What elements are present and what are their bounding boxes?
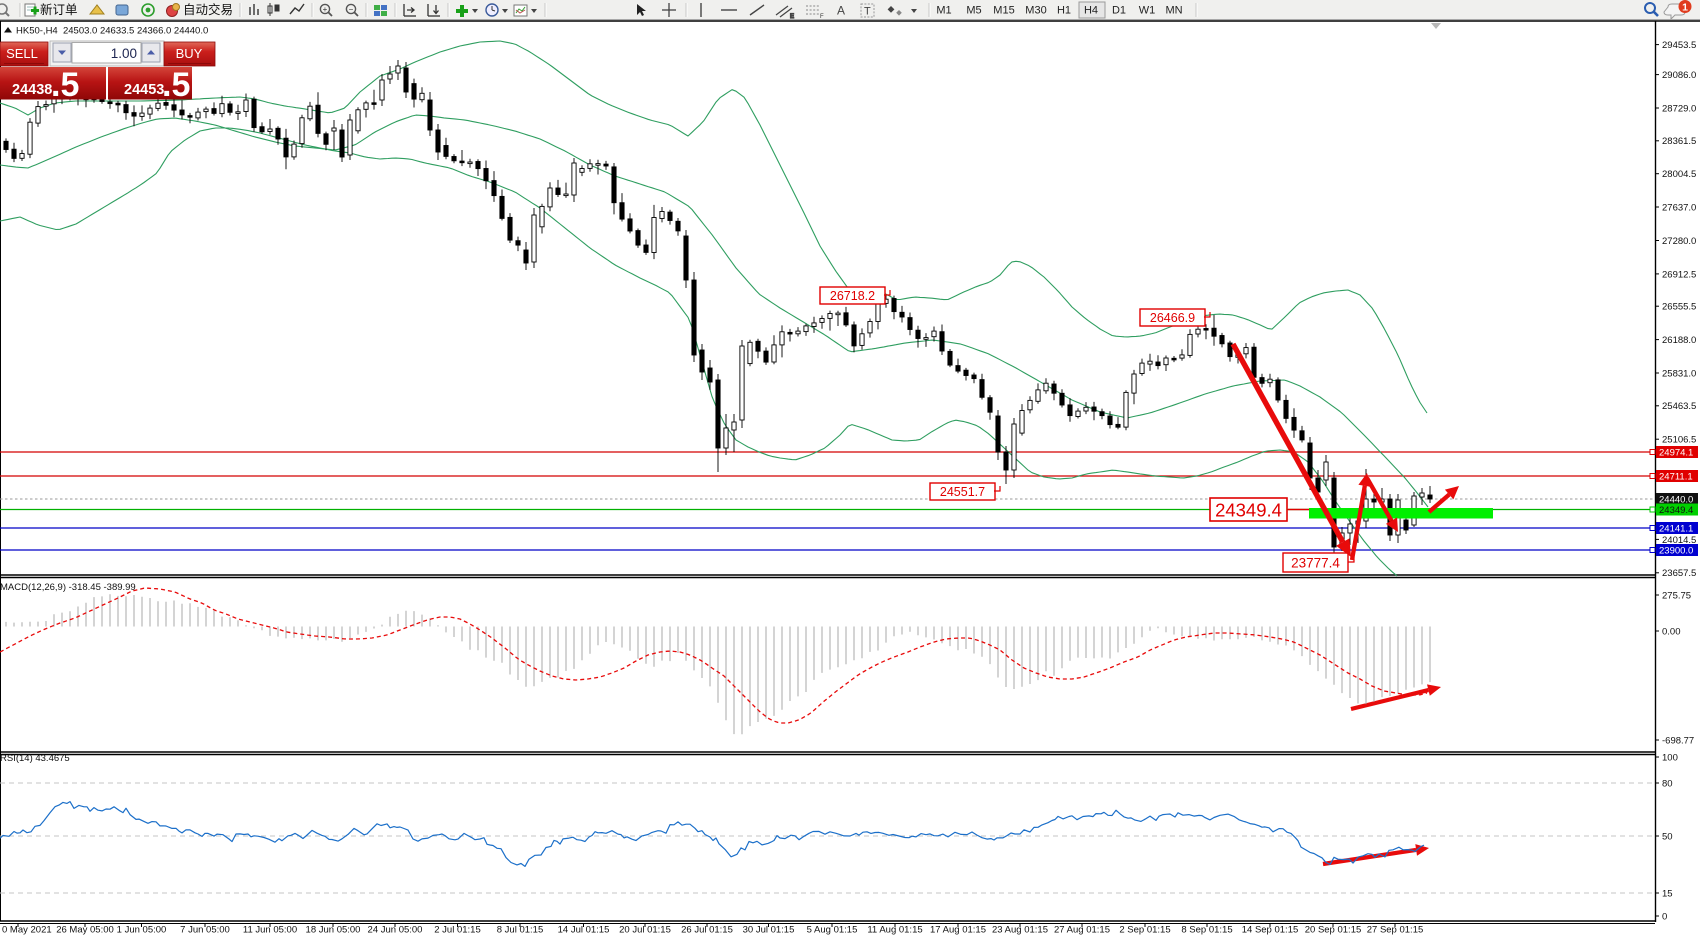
svg-text:M5: M5 [966,5,981,17]
svg-text:18 Jun 05:00: 18 Jun 05:00 [306,925,361,936]
svg-text:23 Aug 01:15: 23 Aug 01:15 [992,925,1048,936]
svg-text:1 Jun 05:00: 1 Jun 05:00 [117,925,167,936]
svg-text:26912.5: 26912.5 [1662,269,1696,280]
svg-text:24711.1: 24711.1 [1659,471,1693,482]
svg-text:24349.4: 24349.4 [1659,505,1693,516]
svg-text:8 Jul 01:15: 8 Jul 01:15 [497,925,543,936]
svg-text:1.00: 1.00 [111,46,137,61]
svg-text:23657.5: 23657.5 [1662,568,1696,579]
svg-text:25106.5: 25106.5 [1662,435,1696,446]
svg-text:23777.4: 23777.4 [1291,555,1340,570]
svg-text:30 Jul 01:15: 30 Jul 01:15 [743,925,795,936]
svg-text:100: 100 [1662,752,1678,763]
svg-text:26718.2: 26718.2 [830,289,875,303]
svg-text:28361.5: 28361.5 [1662,136,1696,147]
svg-text:24438: 24438 [12,82,52,98]
svg-text:.5: .5 [51,66,79,104]
svg-text:−: − [349,5,354,14]
svg-text:23900.0: 23900.0 [1659,545,1693,556]
svg-text:275.75: 275.75 [1662,590,1691,601]
svg-text:26 May 05:00: 26 May 05:00 [56,925,114,936]
svg-text:MACD(12,26,9) -318.45 -389.99: MACD(12,26,9) -318.45 -389.99 [0,582,136,593]
svg-text:11 Aug 01:15: 11 Aug 01:15 [867,925,922,936]
svg-text:27280.0: 27280.0 [1662,236,1696,247]
svg-text:MN: MN [1165,5,1182,17]
svg-text:RSI(14) 43.4675: RSI(14) 43.4675 [0,753,70,764]
svg-text:25463.5: 25463.5 [1662,401,1696,412]
svg-text:M30: M30 [1025,5,1046,17]
svg-text:24349.4: 24349.4 [1215,500,1282,521]
svg-text:8 Sep 01:15: 8 Sep 01:15 [1181,925,1232,936]
svg-text:24 Jun 05:00: 24 Jun 05:00 [368,925,423,936]
svg-text:D1: D1 [1112,5,1126,17]
svg-text:26466.9: 26466.9 [1150,311,1195,325]
svg-text:SELL: SELL [6,46,38,61]
svg-text:20 Sep 01:15: 20 Sep 01:15 [1305,925,1362,936]
svg-text:80: 80 [1662,778,1673,789]
svg-text:M1: M1 [936,5,951,17]
svg-text:14 Jul 01:15: 14 Jul 01:15 [558,925,610,936]
svg-text:29453.5: 29453.5 [1662,40,1696,51]
svg-text:HK50-,H4 24503.0 24633.5 2436: HK50-,H4 24503.0 24633.5 24366.0 24440.0 [16,26,208,37]
svg-text:26555.5: 26555.5 [1662,302,1696,313]
svg-text:20 Jul 01:15: 20 Jul 01:15 [619,925,671,936]
svg-text:T: T [864,6,871,18]
svg-text:28004.5: 28004.5 [1662,169,1696,180]
svg-text:2 Jul 01:15: 2 Jul 01:15 [434,925,480,936]
svg-text:W1: W1 [1139,5,1156,17]
svg-text:15: 15 [1662,888,1673,899]
svg-text:24551.7: 24551.7 [940,485,985,499]
svg-text:24974.1: 24974.1 [1659,447,1693,458]
svg-text:17 Aug 01:15: 17 Aug 01:15 [930,925,986,936]
svg-text:29086.0: 29086.0 [1662,70,1696,81]
svg-text:28729.0: 28729.0 [1662,103,1696,114]
svg-text:-698.77: -698.77 [1662,735,1694,746]
svg-text:25831.0: 25831.0 [1662,368,1696,379]
svg-text:24141.1: 24141.1 [1659,523,1693,534]
svg-text:1: 1 [1682,2,1688,14]
svg-text:H1: H1 [1057,5,1071,17]
svg-text:A: A [837,4,845,18]
svg-text:7 Jun 05:00: 7 Jun 05:00 [180,925,230,936]
svg-text:27 Sep 01:15: 27 Sep 01:15 [1367,925,1424,936]
svg-text:H4: H4 [1084,5,1098,17]
svg-text:24440.0: 24440.0 [1659,494,1693,505]
svg-text:27637.0: 27637.0 [1662,202,1696,213]
svg-text:0.00: 0.00 [1662,626,1681,637]
svg-text:24014.5: 24014.5 [1662,535,1696,546]
svg-text:26 Jul 01:15: 26 Jul 01:15 [681,925,733,936]
svg-text:F: F [820,14,824,20]
svg-text:0 May 2021: 0 May 2021 [2,925,52,936]
svg-text:50: 50 [1662,831,1673,842]
svg-text:+: + [323,5,328,14]
svg-text:BUY: BUY [176,46,203,61]
svg-text:27 Aug 01:15: 27 Aug 01:15 [1054,925,1110,936]
svg-text:.5: .5 [162,66,190,104]
svg-text:M15: M15 [993,5,1014,17]
svg-text:11 Jun 05:00: 11 Jun 05:00 [243,925,297,936]
svg-text:5 Aug 01:15: 5 Aug 01:15 [807,925,858,936]
svg-text:2 Sep 01:15: 2 Sep 01:15 [1119,925,1170,936]
svg-text:新订单: 新订单 [40,2,78,17]
svg-text:24453: 24453 [124,82,164,98]
svg-text:0: 0 [1662,911,1667,922]
svg-text:自动交易: 自动交易 [183,2,233,17]
svg-text:26188.0: 26188.0 [1662,335,1696,346]
svg-text:E: E [790,14,794,20]
svg-text:14 Sep 01:15: 14 Sep 01:15 [1242,925,1299,936]
